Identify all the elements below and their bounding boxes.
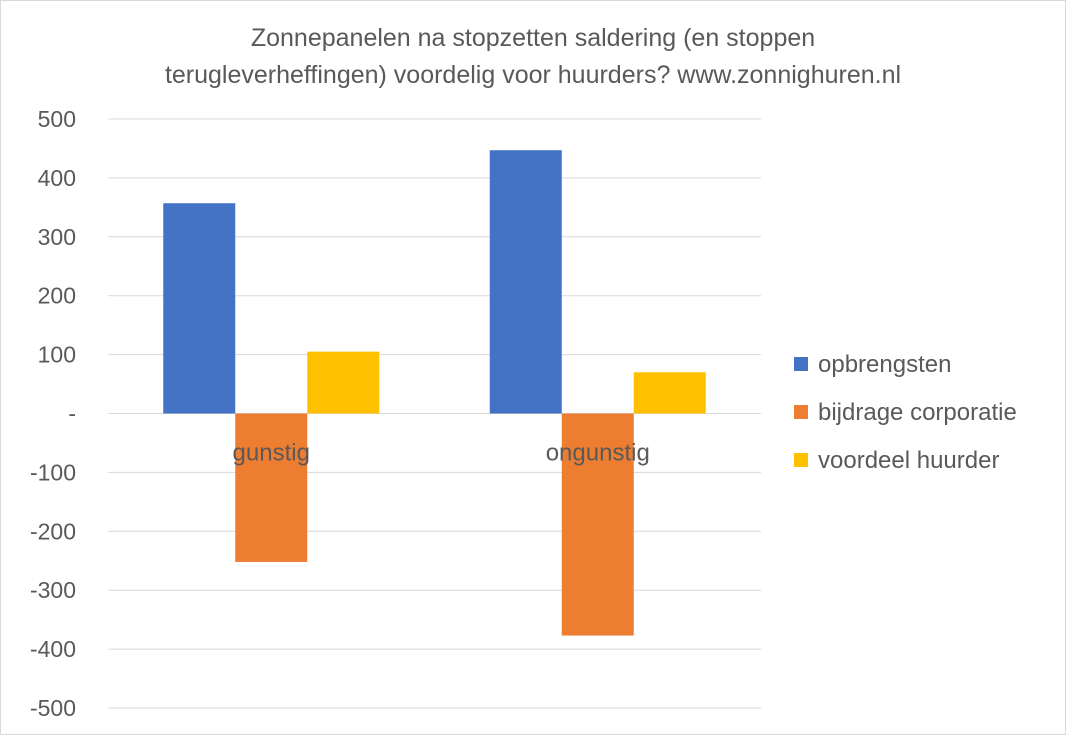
- y-tick-label: 400: [38, 165, 76, 191]
- y-tick-label: 500: [38, 106, 76, 132]
- bar-voordeel-huurder-ongunstig: [633, 372, 706, 414]
- legend-label: voordeel huurder: [818, 447, 999, 474]
- legend-swatch: [794, 357, 808, 371]
- bar-opbrengsten-gunstig: [163, 203, 236, 414]
- y-tick-label: -: [68, 401, 76, 427]
- legend-swatch: [794, 453, 808, 467]
- chart-title-line-2: terugleverheffingen) voordelig voor huur…: [165, 61, 901, 89]
- bars: [163, 150, 706, 636]
- category-labels: gunstig ongunstig: [233, 440, 650, 467]
- chart-title-line-1: Zonnepanelen na stopzetten saldering (en…: [251, 24, 815, 52]
- y-tick-label: 300: [38, 224, 76, 250]
- category-label: ongunstig: [546, 440, 650, 467]
- y-tick-label: -500: [30, 695, 76, 721]
- legend-label: opbrengsten: [818, 351, 951, 378]
- bar-opbrengsten-ongunstig: [489, 150, 562, 414]
- legend-label: bijdrage corporatie: [818, 399, 1017, 426]
- legend-swatch: [794, 405, 808, 419]
- bar-bijdrage-corporatie-gunstig: [235, 413, 308, 562]
- y-tick-label: -200: [30, 518, 76, 544]
- category-label: gunstig: [233, 440, 310, 467]
- y-tick-label: 200: [38, 283, 76, 309]
- y-axis-ticks: 500 400 300 200 100 - -100 -200 -300 -400 -500: [30, 106, 76, 721]
- y-tick-label: 100: [38, 342, 76, 368]
- bar-bijdrage-corporatie-ongunstig: [561, 413, 634, 636]
- y-tick-label: -400: [30, 636, 76, 662]
- y-tick-label: -300: [30, 577, 76, 603]
- legend: opbrengsten bijdrage corporatie voordeel h…: [794, 351, 1017, 474]
- y-tick-label: -100: [30, 459, 76, 485]
- bar-voordeel-huurder-gunstig: [307, 351, 380, 414]
